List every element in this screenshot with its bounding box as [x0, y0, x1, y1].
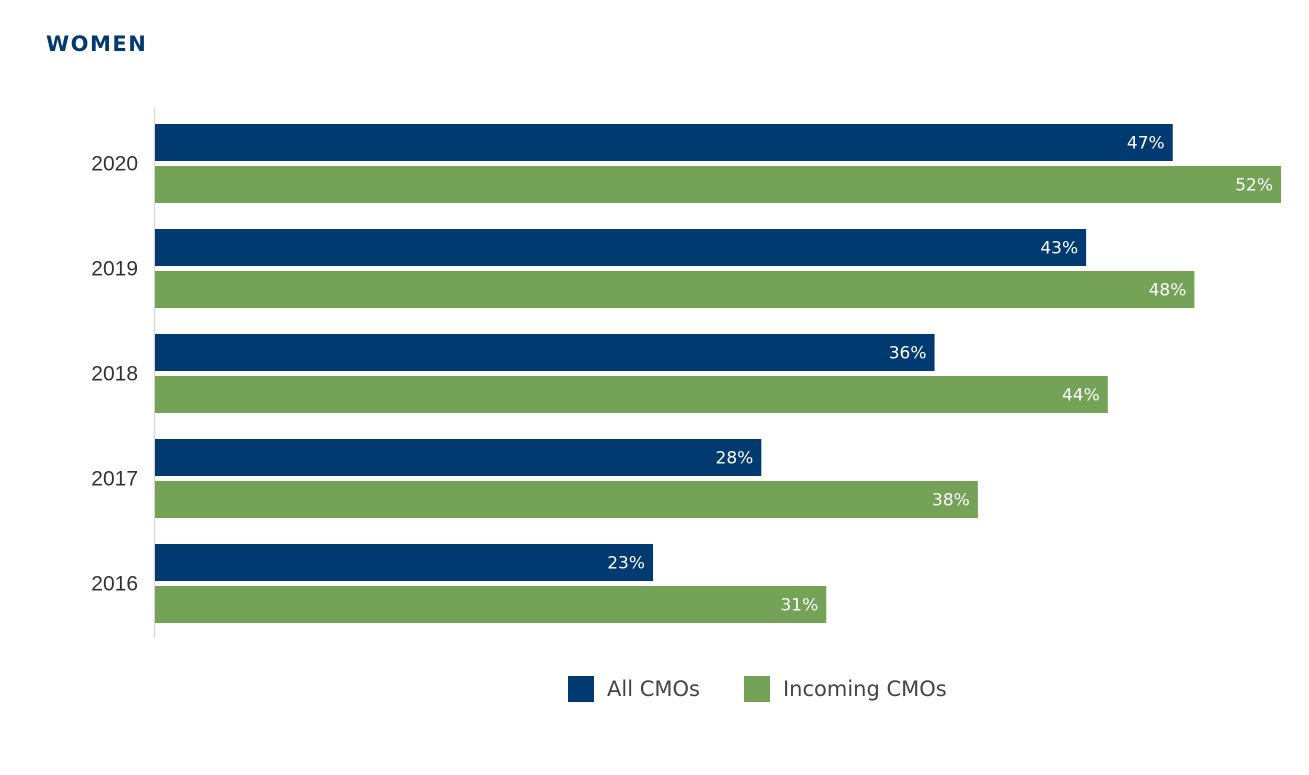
data-label-incoming-cmos-2016: 31%: [780, 596, 818, 616]
data-label-incoming-cmos-2019: 48%: [1149, 281, 1187, 301]
data-label-incoming-cmos-2020: 52%: [1235, 176, 1273, 196]
bar-incoming-cmos-2020: [155, 166, 1281, 203]
legend-item-incoming-cmos: Incoming CMOs: [743, 676, 947, 702]
legend-swatch-incoming-cmos: [743, 676, 770, 702]
data-label-all-cmos-2019: 43%: [1040, 239, 1078, 259]
bar-all-cmos-2017: [155, 439, 762, 476]
legend-swatch-all-cmos: [568, 676, 594, 702]
data-label-all-cmos-2018: 36%: [889, 344, 927, 364]
legend: All CMOs Incoming CMOs: [568, 676, 991, 702]
category-label-2019: 2019: [91, 258, 138, 281]
category-label-2018: 2018: [91, 363, 138, 386]
bar-incoming-cmos-2017: [155, 481, 978, 518]
category-label-2016: 2016: [91, 573, 138, 596]
chart-title: WOMEN: [46, 32, 148, 56]
legend-item-all-cmos: All CMOs: [568, 676, 700, 702]
legend-label-incoming-cmos: Incoming CMOs: [782, 677, 947, 701]
bar-incoming-cmos-2019: [155, 271, 1195, 308]
bar-incoming-cmos-2018: [155, 376, 1108, 413]
bar-all-cmos-2019: [155, 229, 1087, 266]
bar-all-cmos-2020: [155, 124, 1173, 161]
data-label-incoming-cmos-2018: 44%: [1062, 386, 1100, 406]
bar-all-cmos-2018: [155, 334, 935, 371]
data-label-all-cmos-2017: 28%: [716, 449, 754, 469]
data-label-all-cmos-2016: 23%: [607, 554, 645, 574]
data-label-all-cmos-2020: 47%: [1127, 134, 1165, 154]
data-label-incoming-cmos-2017: 38%: [932, 491, 970, 511]
legend-label-all-cmos: All CMOs: [607, 677, 700, 701]
bar-all-cmos-2016: [155, 544, 654, 581]
category-label-2020: 2020: [91, 153, 138, 176]
bar-incoming-cmos-2016: [155, 586, 827, 623]
category-label-2017: 2017: [91, 468, 138, 491]
